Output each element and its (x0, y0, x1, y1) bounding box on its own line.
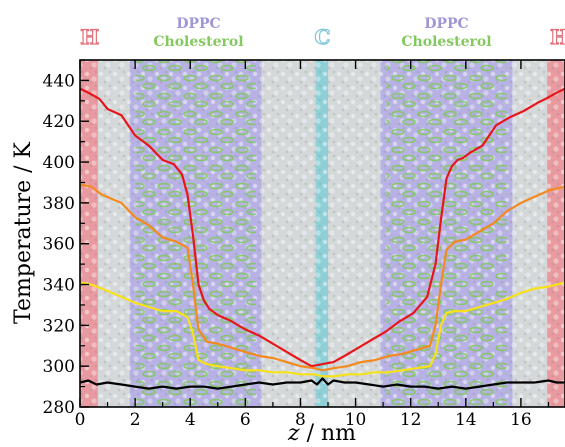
band-texture-heat-sink-center (315, 60, 329, 407)
x-axis-unit: / nm (300, 421, 357, 446)
band-texture-water-center-right (328, 60, 381, 407)
y-tick-label: 360 (43, 235, 75, 255)
temperature-series (80, 87, 565, 390)
band-texture-water-center-left (261, 60, 316, 407)
region-labels: H DPPC Cholesterol C DPPC Cholesterol H (80, 16, 565, 50)
axis-ticks: 0 2 4 6 8 10 12 14 16 280 300 320 340 360 380 400 420 440 (43, 59, 550, 430)
region-label-dppc-left-line1: DPPC (176, 16, 220, 32)
series-line-1 (80, 87, 565, 368)
x-tick-label: 0 (75, 410, 86, 430)
region-label-dppc-left-line2: Cholesterol (153, 34, 243, 50)
region-label-dppc-right-line2: Cholesterol (401, 34, 491, 50)
band-texture-water-right (512, 60, 548, 407)
cholesterol-texture-dppc-chol-right (386, 60, 507, 407)
band-texture-heat-source-left (80, 60, 98, 407)
cholesterol-texture-dppc-chol-left (135, 60, 256, 407)
x-tick-label: 16 (510, 410, 532, 430)
y-tick-label: 280 (43, 398, 75, 418)
y-tick-label: 300 (43, 357, 75, 377)
x-tick-label: 14 (455, 410, 477, 430)
band-texture-heat-source-right (547, 60, 565, 407)
x-tick-label: 4 (185, 410, 196, 430)
y-tick-label: 440 (43, 71, 75, 91)
region-label-H-right: H (550, 25, 565, 49)
region-label-dppc-right-line1: DPPC (424, 16, 468, 32)
plot-frame (79, 59, 565, 408)
region-label-C: C (315, 25, 331, 49)
x-tick-label: 2 (130, 410, 141, 430)
series-line-4 (80, 377, 565, 390)
x-tick-label: 8 (295, 410, 306, 430)
y-tick-label: 320 (43, 316, 75, 336)
series-line-3 (80, 281, 565, 378)
x-axis-variable: z (287, 421, 300, 446)
x-tick-label: 10 (345, 410, 367, 430)
x-tick-label: 6 (240, 410, 251, 430)
y-tick-label: 340 (43, 276, 75, 296)
y-tick-label: 420 (43, 112, 75, 132)
x-axis-label: z / nm (287, 421, 356, 446)
x-tick-label: 12 (400, 410, 422, 430)
series-line-2 (80, 183, 565, 372)
membrane-background (80, 60, 565, 407)
y-tick-label: 400 (43, 153, 75, 173)
y-axis-label: Temperature / K (11, 141, 36, 324)
region-label-H-left: H (80, 25, 99, 49)
y-tick-label: 380 (43, 194, 75, 214)
